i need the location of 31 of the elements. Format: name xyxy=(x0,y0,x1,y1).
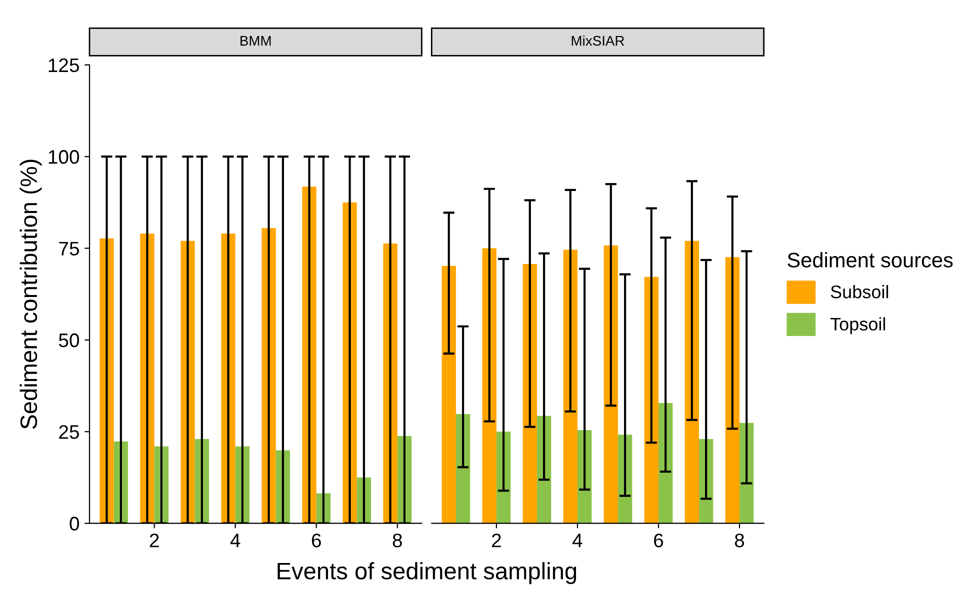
y-tick-label: 75 xyxy=(59,242,79,256)
bar xyxy=(725,257,740,524)
legend-label: Topsoil xyxy=(830,317,886,334)
x-tick-label: 8 xyxy=(392,534,402,548)
y-tick-label: 25 xyxy=(59,425,79,439)
bar xyxy=(442,266,456,524)
x-tick-label: 6 xyxy=(312,534,321,548)
legend-title: Sediment sources xyxy=(788,252,953,268)
y-tick-label: 0 xyxy=(70,516,80,531)
chart-title: BMM xyxy=(240,36,271,46)
x-tick-label: 6 xyxy=(654,534,664,548)
y-tick-label: 100 xyxy=(48,150,80,164)
y-tick-label: 125 xyxy=(48,58,79,72)
bar xyxy=(604,245,618,524)
legend-label: Subsoil xyxy=(830,285,888,298)
bar xyxy=(456,414,470,524)
bar xyxy=(658,403,673,524)
bar xyxy=(536,416,552,524)
x-tick-label: 2 xyxy=(150,534,159,548)
x-tick-label: 2 xyxy=(492,534,501,548)
bar xyxy=(644,276,658,524)
y-axis-title: Sediment contribution (%) xyxy=(20,160,42,429)
bar xyxy=(522,264,537,524)
x-tick-label: 4 xyxy=(230,534,240,548)
x-tick-label: 8 xyxy=(734,534,744,548)
chart-title: MixSIAR xyxy=(572,36,624,46)
bar xyxy=(563,250,578,524)
bar xyxy=(482,248,496,524)
x-axis-title: Events of sediment sampling xyxy=(278,562,576,584)
y-tick-label: 50 xyxy=(58,333,80,348)
x-tick-label: 4 xyxy=(572,534,582,548)
